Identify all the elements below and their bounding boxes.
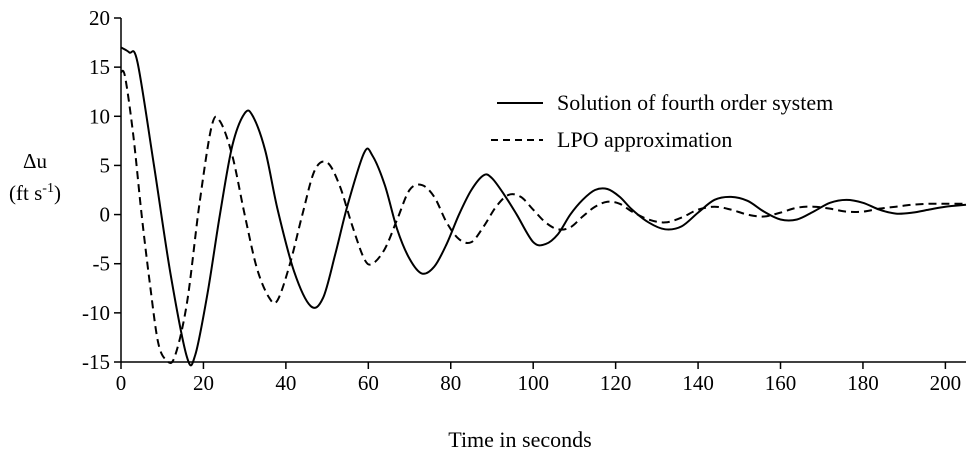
axes — [120, 18, 966, 363]
y-unit-main: (ft s — [9, 181, 42, 205]
y-tick-label: 5 — [100, 153, 111, 177]
series-line-fourth-order-solution — [120, 46, 967, 367]
x-tick-label: 80 — [440, 371, 461, 395]
x-tick-label: 200 — [930, 371, 962, 395]
x-tick-label: 140 — [682, 371, 714, 395]
y-tick-label: 0 — [100, 203, 111, 227]
y-tick-label: 10 — [89, 104, 110, 128]
y-tick-label: 20 — [89, 6, 110, 30]
y-axis-label-symbol: Δu — [23, 149, 48, 173]
x-tick-label: 20 — [193, 371, 214, 395]
x-tick-label: 40 — [275, 371, 296, 395]
y-axis-label-unit: (ft s-1) — [9, 181, 61, 205]
series-layer — [120, 46, 967, 367]
x-tick-label: 100 — [517, 371, 549, 395]
x-tick-label: 60 — [358, 371, 379, 395]
x-tick-label: 120 — [600, 371, 632, 395]
x-tick-label: 0 — [116, 371, 127, 395]
y-unit-sup: -1 — [42, 181, 54, 196]
y-axis-label: Δu (ft s-1) — [9, 149, 61, 205]
legend-label-solid: Solution of fourth order system — [557, 90, 833, 115]
legend: Solution of fourth order system LPO appr… — [491, 90, 833, 152]
legend-label-dashed: LPO approximation — [557, 127, 732, 152]
y-tick-label: -10 — [82, 301, 110, 325]
series-line-lpo-approximation — [120, 69, 966, 365]
y-tick-label: 15 — [89, 55, 110, 79]
y-tick-label: -15 — [82, 350, 110, 374]
x-tick-label: 180 — [847, 371, 879, 395]
x-axis-label: Time in seconds — [448, 427, 591, 452]
x-tick-label: 160 — [765, 371, 797, 395]
y-tick-label: -5 — [93, 252, 111, 276]
y-ticks: 20 15 10 5 0 -5 -10 -15 — [82, 6, 121, 374]
x-ticks: 0 20 40 60 80 100 120 140 160 180 200 — [116, 362, 961, 395]
y-unit-close: ) — [54, 181, 61, 205]
